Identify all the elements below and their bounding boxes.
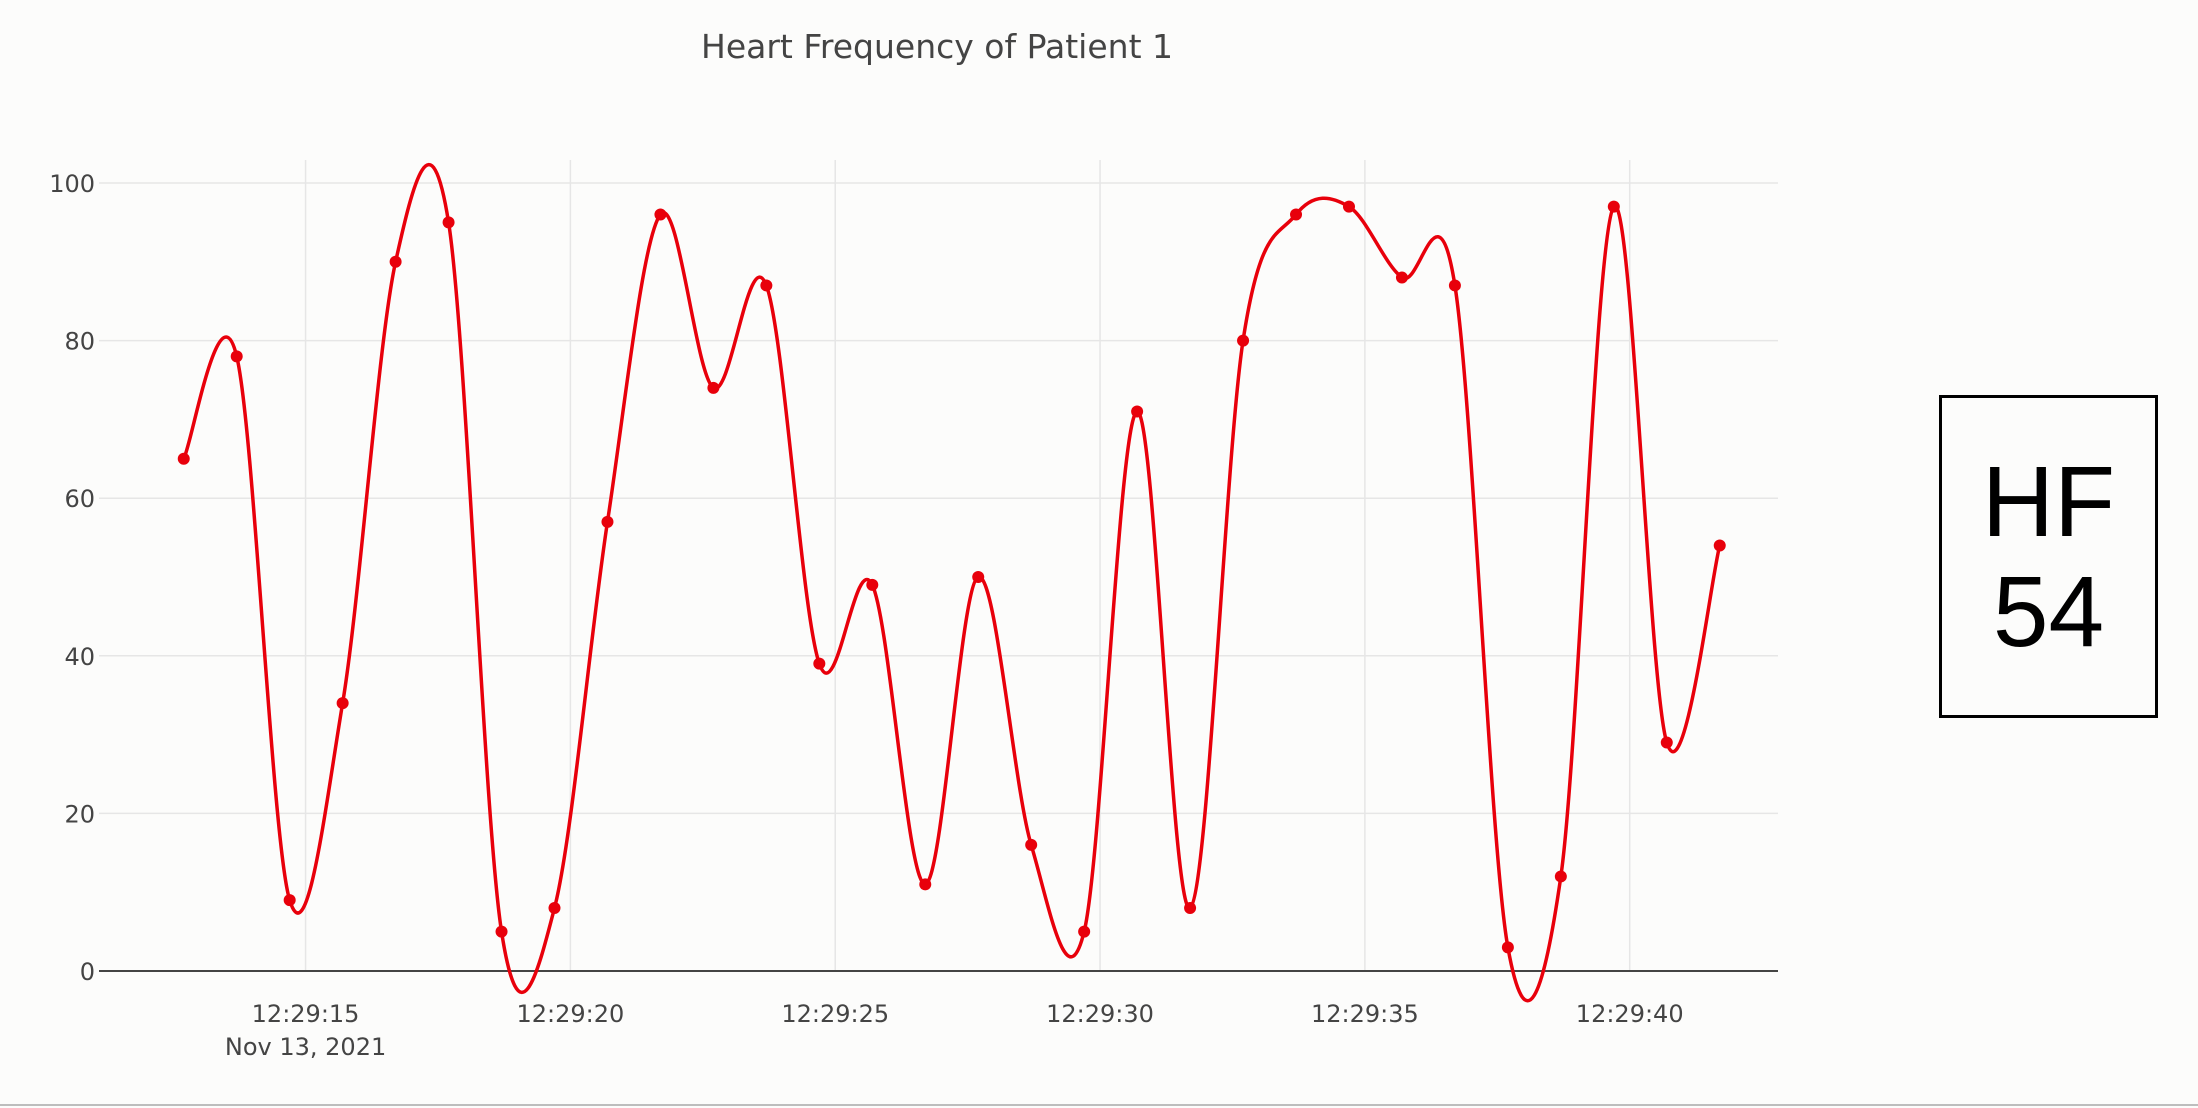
x-tick-label: 12:29:35: [1311, 1000, 1419, 1028]
data-point[interactable]: [1184, 901, 1197, 914]
data-point[interactable]: [1131, 405, 1144, 418]
x-tick-label: 12:29:40: [1576, 1000, 1684, 1028]
data-point[interactable]: [1237, 334, 1250, 347]
hf-indicator-label: HF: [1981, 445, 2116, 558]
series-line[interactable]: [182, 163, 1722, 1003]
hf-indicator-value: 54: [1992, 555, 2105, 668]
data-point[interactable]: [1501, 941, 1514, 954]
data-point[interactable]: [1713, 539, 1726, 552]
y-tick-label: 0: [80, 958, 95, 986]
data-point[interactable]: [336, 697, 349, 710]
data-point[interactable]: [389, 255, 402, 268]
y-tick-label: 20: [64, 800, 95, 828]
data-point[interactable]: [601, 515, 614, 528]
data-point[interactable]: [495, 925, 508, 938]
series-layer: [177, 163, 1726, 1003]
y-tick-label: 80: [64, 328, 95, 356]
data-point[interactable]: [866, 578, 879, 591]
x-date-label: Nov 13, 2021: [225, 1033, 386, 1061]
data-point[interactable]: [1448, 279, 1461, 292]
data-point[interactable]: [177, 452, 190, 465]
data-point[interactable]: [813, 657, 826, 670]
data-point[interactable]: [1025, 838, 1038, 851]
x-tick-label: 12:29:20: [516, 1000, 624, 1028]
data-point[interactable]: [1660, 736, 1673, 749]
data-point[interactable]: [707, 381, 720, 394]
data-point[interactable]: [1078, 925, 1091, 938]
grid-layer: [99, 160, 1778, 971]
data-point[interactable]: [1290, 208, 1303, 221]
x-tick-label: 12:29:25: [781, 1000, 889, 1028]
data-point[interactable]: [1554, 870, 1567, 883]
data-point[interactable]: [654, 208, 667, 221]
data-point[interactable]: [919, 878, 932, 891]
data-point[interactable]: [548, 901, 561, 914]
chart-title: Heart Frequency of Patient 1: [701, 27, 1173, 66]
data-point[interactable]: [1342, 200, 1355, 213]
data-point[interactable]: [230, 350, 243, 363]
bottom-divider: [0, 1104, 2198, 1106]
data-point[interactable]: [760, 279, 773, 292]
y-tick-label: 100: [49, 170, 95, 198]
axis-layer: 0 20 40 60 80 100 12:29:15 Nov 13, 2021 12:29:20…: [49, 170, 1778, 1061]
data-point[interactable]: [283, 894, 296, 907]
data-point[interactable]: [442, 216, 455, 229]
x-tick-label: 12:29:15: [252, 1000, 360, 1028]
hf-indicator-box: HF 54: [1939, 395, 2158, 718]
data-point[interactable]: [1395, 271, 1408, 284]
y-tick-label: 40: [64, 643, 95, 671]
data-point[interactable]: [1607, 200, 1620, 213]
y-tick-label: 60: [64, 485, 95, 513]
data-point[interactable]: [972, 571, 985, 583]
x-tick-label: 12:29:30: [1046, 1000, 1154, 1028]
